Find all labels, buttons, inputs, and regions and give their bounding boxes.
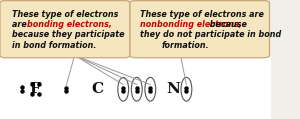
FancyBboxPatch shape [130,1,269,58]
Text: they do not participate in bond: they do not participate in bond [140,30,281,40]
Text: are: are [12,20,30,29]
Text: in bond formation.: in bond formation. [12,41,97,50]
Text: These type of electrons are: These type of electrons are [140,10,264,19]
Text: These type of electrons: These type of electrons [12,10,119,19]
Text: formation.: formation. [162,41,210,50]
Text: N: N [167,82,180,96]
FancyBboxPatch shape [0,1,130,58]
Text: C: C [92,82,104,96]
Text: because: because [207,20,247,29]
Text: bonding electrons,: bonding electrons, [27,20,112,29]
Text: because they participate: because they participate [12,30,125,40]
Text: nonbonding electrons,: nonbonding electrons, [140,20,242,29]
Text: F: F [30,82,40,96]
FancyBboxPatch shape [0,57,271,119]
